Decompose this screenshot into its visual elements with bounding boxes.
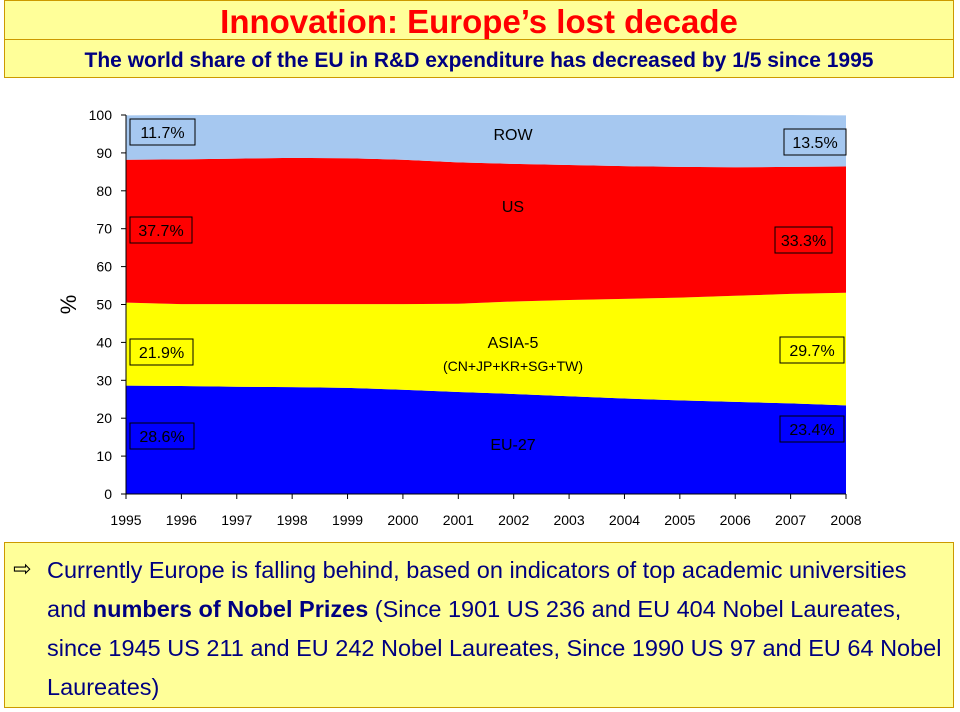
annotation-2008-box — [779, 336, 845, 364]
x-tick-label: 1999 — [332, 512, 363, 528]
x-tick-label: 2002 — [498, 512, 529, 528]
series-sublabel: (CN+JP+KR+SG+TW) — [443, 358, 583, 374]
area-asia-5 — [126, 292, 846, 406]
y-tick-label: 40 — [96, 334, 112, 350]
annotation-2008: 13.5% — [792, 135, 837, 152]
annotation-1995-box — [129, 216, 193, 244]
annotation-2008-box — [783, 128, 847, 156]
y-tick-label: 0 — [104, 486, 112, 502]
x-tick-label: 2005 — [664, 512, 695, 528]
stacked-area-chart: 0 10 20 30 40 50 60 70 80 90 100% 1995 1996 1997 1998 1… — [56, 107, 862, 528]
annotation-1995: 28.6% — [139, 429, 184, 446]
y-tick-label: 70 — [96, 221, 112, 237]
y-axis-label: % — [56, 295, 81, 315]
x-tick-label: 2001 — [443, 512, 474, 528]
y-tick-label: 60 — [96, 259, 112, 275]
annotation-1995-box — [129, 338, 194, 366]
series-label-us: US — [502, 199, 524, 216]
x-tick-label: 2004 — [609, 512, 640, 528]
x-tick-label: 1996 — [166, 512, 197, 528]
title-box: Innovation: Europe’s lost decade The wor… — [4, 0, 954, 78]
title-divider — [5, 39, 953, 40]
x-tick-label: 2003 — [553, 512, 584, 528]
area-us — [126, 157, 846, 305]
annotation-1995-box — [129, 118, 196, 146]
y-tick-label: 100 — [89, 107, 113, 123]
page-subtitle: The world share of the EU in R&D expendi… — [84, 49, 874, 72]
x-tick-label: 2007 — [775, 512, 806, 528]
x-tick-label: 2008 — [830, 512, 861, 528]
commentary-text-end: (Since 1901 US 236 and EU 404 Nobel Laur… — [47, 596, 942, 700]
annotation-2008: 33.3% — [781, 233, 826, 250]
x-tick-label: 2006 — [720, 512, 751, 528]
series-label-asia-5: ASIA-5 — [488, 335, 539, 352]
annotation-2008: 23.4% — [789, 422, 834, 439]
area-eu-27 — [126, 385, 846, 494]
commentary-text-bold: numbers of Nobel Prizes — [92, 596, 369, 622]
annotation-1995: 11.7% — [140, 125, 184, 142]
annotation-2008-box — [774, 226, 833, 254]
commentary-text: Currently Europe is falling behind, base… — [47, 551, 947, 707]
x-tick-label: 1995 — [110, 512, 141, 528]
y-tick-label: 90 — [96, 145, 112, 161]
series-label-row: ROW — [493, 127, 533, 144]
y-tick-label: 10 — [96, 448, 112, 464]
commentary-box: ⇨ Currently Europe is falling behind, ba… — [4, 542, 954, 708]
annotation-1995: 21.9% — [139, 345, 184, 362]
annotation-2008-box — [779, 415, 845, 443]
annotation-2008: 29.7% — [789, 343, 834, 360]
area-row — [126, 115, 846, 168]
annotation-1995: 37.7% — [138, 223, 183, 240]
arrow-right-outline-icon: ⇨ — [13, 556, 32, 581]
x-tick-label: 1998 — [277, 512, 308, 528]
y-tick-label: 30 — [96, 372, 112, 388]
y-tick-label: 50 — [96, 297, 112, 313]
series-label-eu-27: EU-27 — [490, 437, 535, 454]
y-tick-label: 80 — [96, 183, 112, 199]
y-tick-label: 20 — [96, 410, 112, 426]
commentary-text-start: Currently Europe is falling behind, base… — [47, 557, 907, 622]
annotation-1995-box — [129, 422, 195, 450]
page-title: Innovation: Europe’s lost decade — [220, 3, 738, 40]
x-tick-label: 2000 — [387, 512, 418, 528]
x-tick-label: 1997 — [221, 512, 252, 528]
